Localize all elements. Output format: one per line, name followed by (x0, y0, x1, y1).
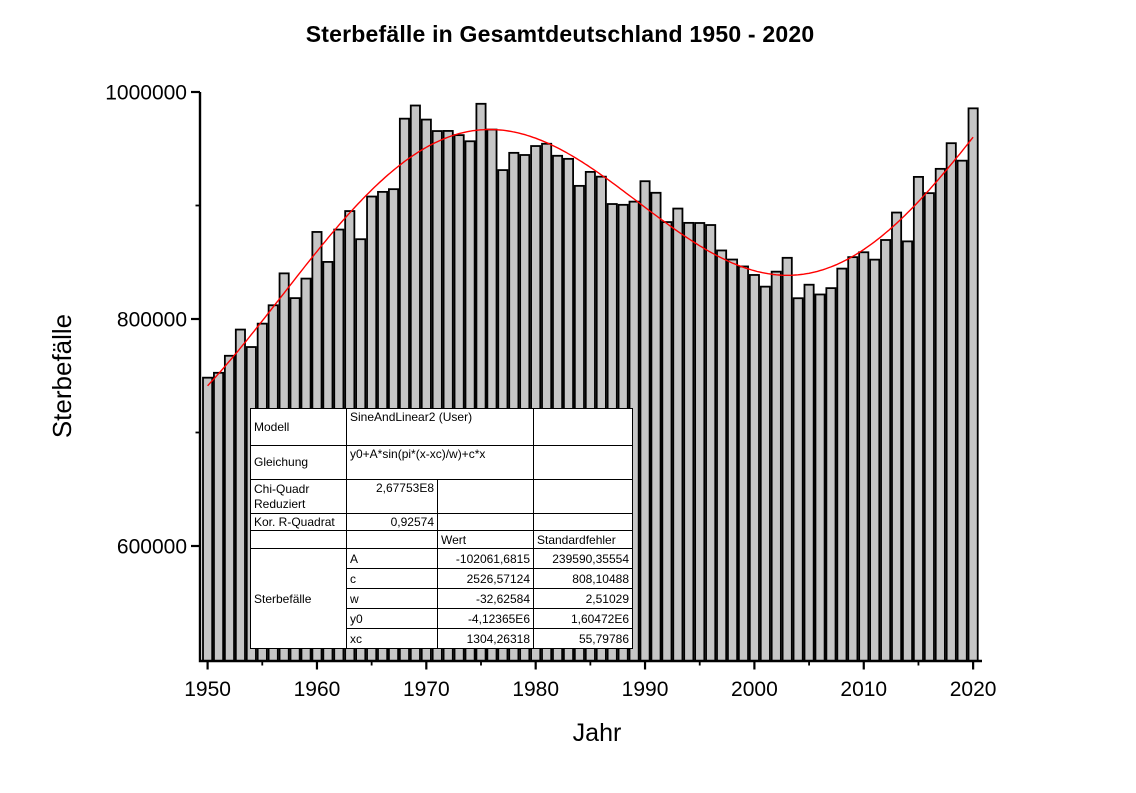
bar-2003 (781, 256, 793, 662)
model-value-cell: SineAndLinear2 (User) (346, 408, 534, 446)
bar-1998 (727, 258, 739, 662)
equation-label-cell: Gleichung (250, 445, 347, 480)
x-axis-title: Jahr (572, 719, 622, 747)
bar-1991 (650, 191, 662, 662)
bar-1996 (705, 224, 717, 662)
series-label-cell: Sterbefälle (250, 548, 347, 650)
bar-2017 (934, 167, 946, 662)
model-label-cell: Modell (250, 408, 347, 446)
bar-2002 (770, 270, 782, 662)
x-tick-label-1990: 1990 (622, 678, 669, 701)
empty-cell (533, 408, 633, 446)
bar-1993 (672, 207, 684, 662)
param-stderr-cell: 2,51029 (533, 588, 633, 610)
x-tick-label-1970: 1970 (403, 678, 450, 701)
bar-2018 (945, 142, 957, 662)
bar-1952 (223, 354, 235, 662)
axis-lines (198, 92, 982, 663)
stderr-header-cell: Standardfehler (533, 530, 633, 550)
param-value-cell: -102061,6815 (437, 548, 534, 570)
x-tick-label-2000: 2000 (731, 678, 778, 701)
param-stderr-cell: 1,60472E6 (533, 608, 633, 630)
bar-2006 (814, 293, 826, 662)
bar-2008 (836, 267, 848, 662)
chisq-value-cell: 2,67753E8 (346, 479, 438, 514)
bar-2020 (967, 107, 979, 662)
x-tick-label-1980: 1980 (512, 678, 559, 701)
wert-header-cell: Wert (437, 530, 534, 550)
fit-results-table: Modell SineAndLinear2 (User) Gleichung y… (250, 408, 633, 650)
bar-1990 (639, 180, 651, 662)
bar-2009 (847, 256, 859, 662)
param-value-cell: -32,62584 (437, 588, 534, 610)
bar-2014 (902, 240, 914, 662)
y-axis-title: Sterbefälle (47, 313, 77, 439)
empty-cell (437, 479, 534, 514)
bar-1994 (683, 221, 695, 662)
empty-cell (533, 479, 633, 514)
bar-2013 (891, 211, 903, 662)
rsq-label-cell: Kor. R-Quadrat (250, 512, 347, 532)
bar-2001 (759, 285, 771, 662)
empty-cell (346, 530, 438, 550)
y-tick-label-1000000: 1000000 (105, 82, 187, 105)
bar-1992 (661, 221, 673, 662)
param-name-cell: xc (346, 628, 438, 650)
bar-2015 (912, 175, 924, 662)
bar-2016 (923, 192, 935, 662)
chart-title: Sterbefälle in Gesamtdeutschland 1950 - … (305, 21, 815, 47)
bar-2011 (869, 258, 881, 662)
empty-cell (437, 512, 534, 532)
bar-1999 (737, 265, 749, 662)
x-tick-label-1950: 1950 (184, 678, 231, 701)
bar-1997 (716, 249, 728, 662)
x-tick-label-2020: 2020 (950, 678, 997, 701)
bar-2010 (858, 251, 870, 662)
x-tick-label-1960: 1960 (294, 678, 341, 701)
rsq-value-cell: 0,92574 (346, 512, 438, 532)
equation-value-cell: y0+A*sin(pi*(x-xc)/w)+c*x (346, 445, 534, 480)
bar-2004 (792, 297, 804, 662)
param-value-cell: -4,12365E6 (437, 608, 534, 630)
param-name-cell: w (346, 588, 438, 610)
bar-1950 (202, 376, 214, 662)
param-stderr-cell: 55,79786 (533, 628, 633, 650)
bar-1995 (694, 222, 706, 662)
bar-2005 (803, 283, 815, 662)
param-value-cell: 2526,57124 (437, 568, 534, 590)
bar-2000 (748, 274, 760, 662)
y-tick-label-600000: 600000 (117, 536, 187, 559)
param-stderr-cell: 808,10488 (533, 568, 633, 590)
x-tick-label-2010: 2010 (840, 678, 887, 701)
chisq-label-cell: Chi-Quadr Reduziert (250, 479, 347, 514)
bar-2007 (825, 287, 837, 662)
param-value-cell: 1304,26318 (437, 628, 534, 650)
empty-cell (533, 512, 633, 532)
empty-cell (250, 530, 347, 550)
bar-2019 (956, 159, 968, 662)
bar-1953 (234, 328, 246, 662)
param-name-cell: c (346, 568, 438, 590)
param-name-cell: A (346, 548, 438, 570)
param-stderr-cell: 239590,35554 (533, 548, 633, 570)
empty-cell (533, 445, 633, 480)
fit-curve (207, 128, 974, 387)
param-name-cell: y0 (346, 608, 438, 630)
y-tick-label-800000: 800000 (117, 309, 187, 332)
bar-1951 (213, 371, 225, 662)
bar-2012 (880, 239, 892, 662)
